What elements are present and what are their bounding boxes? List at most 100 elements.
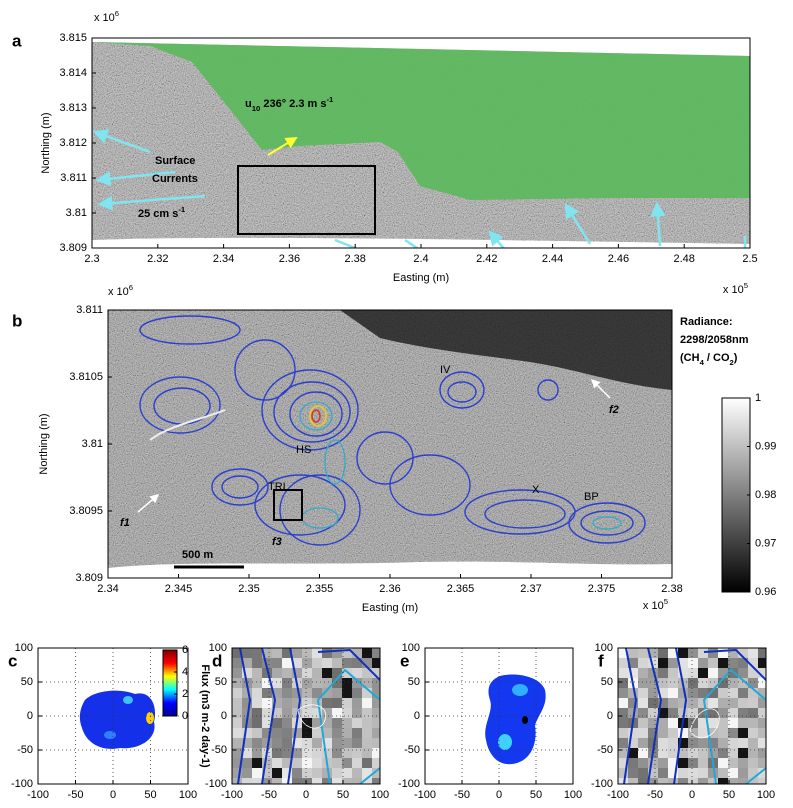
pixel xyxy=(332,648,342,658)
pixel xyxy=(332,728,342,738)
pixel xyxy=(362,698,372,708)
x-tick-label: 2.37 xyxy=(520,583,541,595)
panel-label: d xyxy=(212,651,222,670)
panel-f-image xyxy=(618,648,766,784)
y-axis-label: Northing (m) xyxy=(38,413,50,474)
x-tick-label: 50 xyxy=(337,789,349,801)
y-tick-label: -50 xyxy=(597,744,613,756)
pixel xyxy=(372,648,380,658)
x-tick-label: 2.46 xyxy=(608,253,629,265)
pixel xyxy=(738,698,748,708)
pixel xyxy=(232,718,242,728)
axes-frame xyxy=(91,37,751,249)
pixel xyxy=(658,668,668,678)
pixel xyxy=(668,748,678,758)
pixel xyxy=(658,738,668,748)
pixel xyxy=(758,778,766,784)
y-factor: x 106 xyxy=(108,283,133,298)
pixel xyxy=(332,778,342,784)
annotation-part: 25 cm s xyxy=(138,208,178,220)
pixel xyxy=(688,738,698,748)
pixel xyxy=(658,748,668,758)
pixel xyxy=(282,738,292,748)
pixel xyxy=(628,648,638,658)
pixel xyxy=(618,668,628,678)
pixel xyxy=(638,758,648,768)
pixel xyxy=(272,778,282,784)
pixel xyxy=(748,778,758,784)
pixel xyxy=(232,758,242,768)
pixel xyxy=(302,658,312,668)
factor-base: x 10 xyxy=(643,600,664,612)
pixel xyxy=(688,688,698,698)
pixel xyxy=(342,698,352,708)
pixel xyxy=(342,728,352,738)
pixel xyxy=(312,658,322,668)
pixel xyxy=(708,698,718,708)
pixel xyxy=(748,718,758,728)
pixel xyxy=(708,678,718,688)
pixel xyxy=(628,708,638,718)
pixel xyxy=(658,688,668,698)
pixel xyxy=(638,708,648,718)
pixel xyxy=(658,648,668,658)
x-tick-label: -100 xyxy=(27,789,49,801)
colorbar-tick-label: 0.99 xyxy=(755,440,776,452)
pixel xyxy=(748,668,758,678)
pixel xyxy=(362,768,372,778)
colorbar-tick-label: 4 xyxy=(182,666,188,678)
pixel xyxy=(658,698,668,708)
pixel xyxy=(252,708,262,718)
pixel xyxy=(262,738,272,748)
pixel xyxy=(272,648,282,658)
pixel xyxy=(252,648,262,658)
pixel xyxy=(618,758,628,768)
pixel xyxy=(342,768,352,778)
pixel xyxy=(262,728,272,738)
pixel xyxy=(668,668,678,678)
pixel xyxy=(718,688,728,698)
pixel xyxy=(618,698,628,708)
pixel xyxy=(252,778,262,784)
pixel xyxy=(272,698,282,708)
pixel xyxy=(698,648,708,658)
pixel xyxy=(352,668,362,678)
x-tick-label: 2.355 xyxy=(306,583,334,595)
pixel xyxy=(352,648,362,658)
pixel xyxy=(342,758,352,768)
pixel xyxy=(628,768,638,778)
x-tick-label: 2.3 xyxy=(84,253,99,265)
y-tick-label: 3.809 xyxy=(75,572,103,584)
pixel xyxy=(658,728,668,738)
pixel xyxy=(698,748,708,758)
pixel xyxy=(302,668,312,678)
pixel xyxy=(272,758,282,768)
pixel xyxy=(342,688,352,698)
pixel xyxy=(292,698,302,708)
pixel xyxy=(372,668,380,678)
pixel xyxy=(728,778,738,784)
y-tick-label: 3.81 xyxy=(82,438,103,450)
x-tick-label: 0 xyxy=(689,789,695,801)
pixel xyxy=(332,718,342,728)
pixel xyxy=(252,698,262,708)
pixel xyxy=(262,708,272,718)
pixel xyxy=(302,708,312,718)
pixel xyxy=(302,758,312,768)
pixel xyxy=(372,728,380,738)
pixel xyxy=(758,748,766,758)
pixel xyxy=(252,668,262,678)
pixel xyxy=(232,698,242,708)
pixel xyxy=(242,648,252,658)
pixel xyxy=(658,708,668,718)
pixel xyxy=(698,758,708,768)
pixel xyxy=(352,658,362,668)
pixel xyxy=(668,768,678,778)
pixel xyxy=(242,758,252,768)
pixel xyxy=(718,758,728,768)
pixel xyxy=(292,758,302,768)
pixel xyxy=(232,708,242,718)
annotation: 25 cm s-1 xyxy=(138,205,186,220)
pixel xyxy=(748,748,758,758)
